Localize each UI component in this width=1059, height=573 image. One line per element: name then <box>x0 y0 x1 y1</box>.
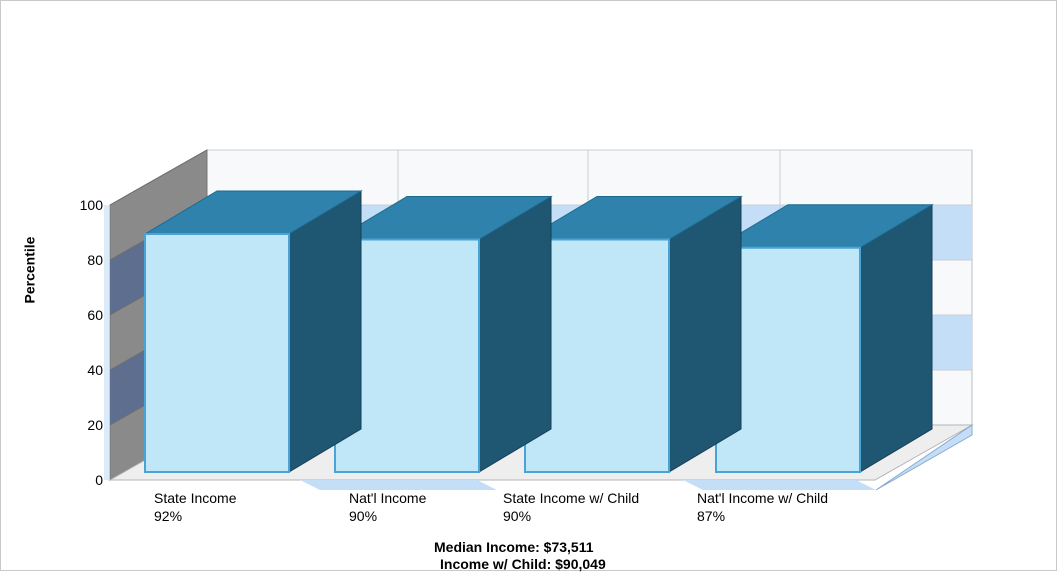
bar-side <box>668 195 742 473</box>
y-tick-label: 100 <box>80 197 104 213</box>
value-label: 90% <box>503 508 532 524</box>
value-label: 87% <box>697 508 726 524</box>
bar-side <box>288 190 362 473</box>
y-tick-label: 0 <box>95 472 103 488</box>
income-with-child-text: Income w/ Child: $90,049 <box>440 556 606 572</box>
y-tick-label: 60 <box>87 307 103 323</box>
category-name: Nat'l Income w/ Child <box>697 490 829 506</box>
y-tick-label: 40 <box>87 362 103 378</box>
category-label: State Income w/ Child 90% <box>503 489 639 525</box>
category-label: State Income 92% <box>154 489 237 525</box>
category-label: Nat'l Income w/ Child 87% <box>697 489 828 525</box>
bar-side <box>478 195 552 473</box>
floor-right-edge <box>875 424 973 491</box>
category-name: State Income <box>154 490 237 506</box>
left-gridline <box>109 149 208 206</box>
y-tick-label: 80 <box>87 252 103 268</box>
category-name: State Income w/ Child <box>503 490 640 506</box>
category-name: Nat'l Income <box>349 490 427 506</box>
left-edge-strip <box>104 205 110 480</box>
value-label: 92% <box>154 508 183 524</box>
category-label: Nat'l Income 90% <box>349 489 426 525</box>
y-axis-label: Percentile <box>21 236 37 304</box>
bar-side <box>859 203 933 473</box>
floor-stripe <box>300 480 497 490</box>
median-income-text: Median Income: $73,511 <box>434 539 594 555</box>
value-label: 90% <box>349 508 378 524</box>
bar <box>144 233 290 473</box>
y-tick-label: 20 <box>87 417 103 433</box>
floor-stripe <box>683 480 876 490</box>
